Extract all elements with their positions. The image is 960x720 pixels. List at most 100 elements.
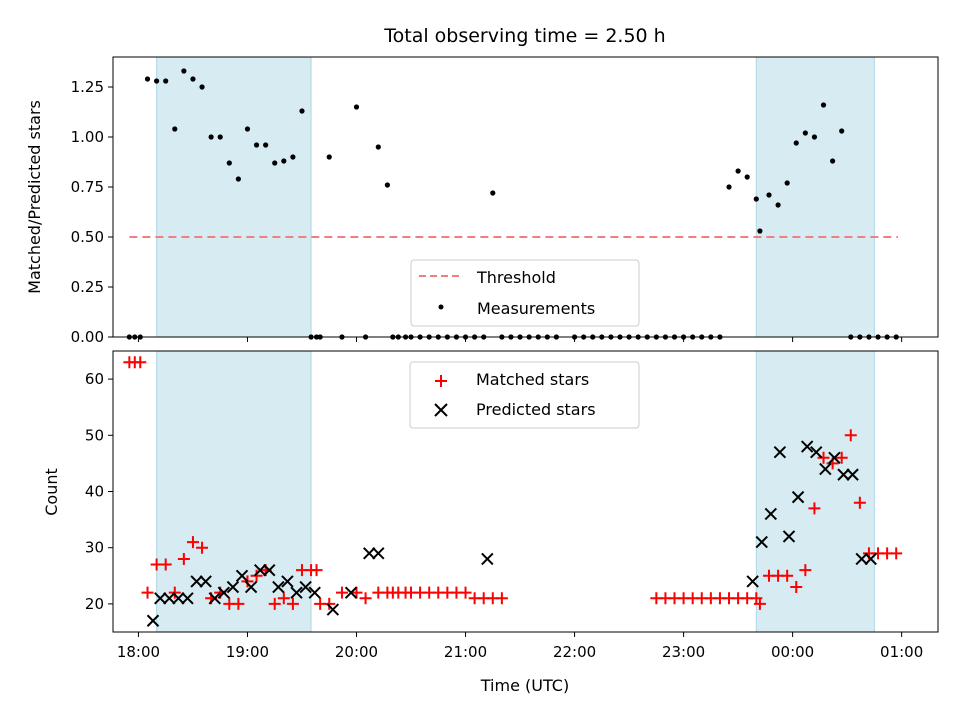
top-panel: Total observing time = 2.50 h 0.000.250.… [25, 25, 939, 346]
top-y-axis-label: Matched/Predicted stars [25, 100, 44, 294]
predicted-star-point [163, 592, 176, 605]
matched-star-point [232, 597, 245, 610]
legend-threshold-label: Threshold [476, 268, 556, 287]
x-tick-label: 23:00 [662, 643, 705, 661]
predicted-star-point [828, 451, 841, 464]
predicted-star-point [755, 535, 768, 549]
predicted-star-point [764, 507, 778, 521]
predicted-star-point [372, 547, 385, 560]
predicted-star-point [810, 445, 823, 459]
matched-star-point [159, 558, 172, 571]
predicted-star-point [199, 575, 212, 588]
x-tick-label: 01:00 [880, 643, 923, 661]
predicted-star-point [837, 468, 850, 481]
matched-star-point [890, 547, 903, 560]
chart-title: Total observing time = 2.50 h [383, 25, 665, 47]
x-tick-label: 00:00 [771, 643, 814, 661]
matched-star-point [459, 586, 472, 599]
matched-star-point [241, 575, 254, 588]
top-shaded-intervals [156, 56, 875, 338]
bottom-legend: Matched stars Predicted stars [409, 361, 640, 429]
matched-star-point [790, 581, 803, 594]
predicted-star-point [782, 530, 796, 543]
matched-star-point [168, 586, 181, 599]
matched-star-point [808, 502, 821, 515]
predicted-star-point [272, 580, 285, 594]
y-tick-label: 20 [85, 595, 104, 613]
matched-star-point [141, 586, 154, 599]
measurement-point [208, 134, 214, 140]
matched-star-point [268, 597, 281, 610]
shaded-interval [156, 350, 312, 633]
measurement-point [272, 160, 278, 166]
y-tick-label: 0.25 [71, 278, 104, 296]
measurement-point [766, 192, 772, 198]
matched-star-point [835, 451, 848, 464]
measurement-point [353, 104, 360, 110]
measurement-point [735, 168, 741, 174]
predicted-star-point [253, 563, 267, 577]
matched-star-point [853, 496, 866, 509]
matched-star-point [134, 356, 147, 369]
measurement-point [384, 182, 390, 188]
predicted-star-point [217, 586, 231, 599]
predicted-star-point [190, 575, 203, 588]
y-tick-label: 0.75 [71, 178, 104, 196]
matched-star-point [286, 597, 299, 610]
measurement-point [190, 76, 196, 82]
predicted-star-point [281, 575, 294, 588]
predicted-star-point [481, 552, 494, 566]
predicted-star-point [855, 552, 868, 566]
predicted-star-point [181, 592, 194, 605]
matched-star-point [186, 536, 199, 549]
x-tick-label: 21:00 [444, 643, 487, 661]
y-tick-label: 30 [85, 539, 104, 557]
x-tick-label: 22:00 [553, 643, 596, 661]
predicted-star-point [235, 569, 249, 583]
bottom-x-ticks: 18:00 19:00 20:00 21:00 22:00 23:00 00:00 01:00 [117, 632, 923, 661]
y-tick-label: 50 [85, 426, 104, 444]
predicted-star-point [290, 586, 303, 599]
y-tick-label: 60 [85, 370, 104, 388]
predicted-star-point [146, 614, 160, 627]
measurement-point [199, 84, 205, 90]
measurement-point [490, 190, 496, 196]
matched-star-point [495, 592, 508, 605]
measurement-point [217, 134, 223, 140]
predicted-star-point [208, 592, 221, 605]
predicted-star-point [746, 575, 759, 588]
measurement-point [830, 158, 836, 164]
legend-measurements-label: Measurements [477, 299, 595, 318]
bottom-panel: 20 30 40 50 60 18:00 19:00 20:00 21:00 22:00 23:0… [42, 350, 939, 695]
measurement-point [820, 102, 827, 108]
shaded-interval [755, 56, 875, 338]
matched-star-point [350, 586, 363, 599]
matched-star-point [177, 552, 190, 565]
predicted-star-point [263, 563, 276, 577]
bottom-legend-box [409, 361, 640, 429]
measurement-point [775, 202, 781, 208]
top-legend-box [410, 259, 640, 327]
legend-predicted-label: Predicted stars [476, 400, 596, 419]
measurement-point [290, 154, 296, 160]
measurement-point [802, 130, 808, 136]
predicted-star-point [172, 592, 185, 605]
y-tick-label: 40 [85, 483, 104, 501]
y-tick-label: 1.00 [71, 128, 104, 146]
measurement-point [226, 160, 232, 166]
legend-matched-swatch [435, 375, 447, 387]
predicted-star-point [846, 468, 859, 481]
top-legend: Threshold Measurements [410, 259, 640, 327]
top-x-ticks [137, 337, 903, 342]
matched-star-point [799, 564, 812, 577]
predicted-star-point [363, 547, 376, 560]
predicted-star-point [154, 592, 167, 605]
predicted-star-point [226, 580, 240, 594]
measurement-point [793, 140, 799, 146]
legend-measurements-swatch [438, 304, 444, 310]
predicted-star-point [299, 580, 312, 594]
measurement-point [744, 174, 750, 180]
bottom-y-ticks: 20 30 40 50 60 [85, 370, 113, 613]
top-axes-frame [112, 56, 939, 338]
